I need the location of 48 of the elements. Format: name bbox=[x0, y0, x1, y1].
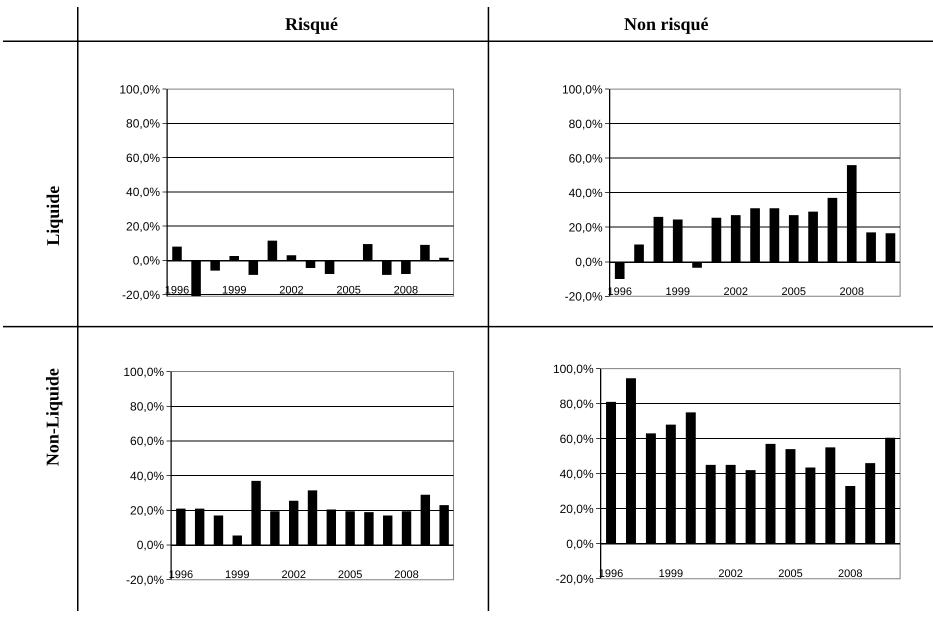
x-tick-label: 2005 bbox=[782, 286, 806, 298]
x-tick-label: 2002 bbox=[279, 284, 304, 297]
chart-title: Non risqué bbox=[624, 14, 709, 34]
y-tick-label: 100,0% bbox=[552, 362, 594, 376]
y-tick-label: 80,0% bbox=[130, 399, 164, 414]
y-tick-label: 40,0% bbox=[568, 186, 603, 200]
y-tick-label: 20,0% bbox=[126, 219, 160, 234]
x-tick-label: 2005 bbox=[778, 568, 803, 580]
y-tick-label: 20,0% bbox=[568, 220, 603, 234]
y-tick-label: -20,0% bbox=[564, 289, 603, 304]
y-tick-label: -20,0% bbox=[556, 572, 594, 586]
x-tick-label: 2008 bbox=[840, 286, 864, 298]
y-tick-label: 60,0% bbox=[568, 151, 603, 166]
chart-title: Risqué bbox=[285, 14, 338, 34]
y-axis-title: Liquide bbox=[42, 186, 63, 246]
y-tick-label: 80,0% bbox=[568, 116, 603, 131]
y-tick-label: 40,0% bbox=[560, 466, 594, 481]
y-tick-label: 0,0% bbox=[566, 536, 594, 551]
x-tick-label: 2008 bbox=[838, 568, 863, 580]
y-tick-label: 60,0% bbox=[126, 150, 160, 165]
y-tick-label: -20,0% bbox=[126, 572, 164, 587]
y-tick-label: -20,0% bbox=[122, 288, 160, 302]
x-tick-label: 2002 bbox=[723, 286, 748, 298]
x-tick-label: 2002 bbox=[718, 568, 743, 580]
x-tick-label: 2002 bbox=[281, 569, 306, 582]
x-tick-label: 2008 bbox=[394, 284, 418, 297]
x-tick-label: 1999 bbox=[658, 568, 684, 580]
y-tick-label: 0,0% bbox=[132, 254, 160, 268]
y-tick-label: 0,0% bbox=[575, 254, 603, 269]
y-tick-label: 100,0% bbox=[562, 82, 603, 96]
y-tick-label: 40,0% bbox=[126, 185, 160, 200]
y-tick-label: 0,0% bbox=[136, 538, 164, 552]
y-tick-label: 20,0% bbox=[130, 504, 164, 518]
y-axis-title: Non-Liquide bbox=[42, 368, 63, 466]
x-tick-label: 1999 bbox=[222, 284, 246, 297]
x-tick-label: 2005 bbox=[336, 284, 361, 297]
x-tick-label: 1999 bbox=[225, 569, 250, 582]
y-tick-label: 100,0% bbox=[123, 364, 164, 379]
x-tick-label: 2005 bbox=[338, 569, 362, 582]
x-tick-label: 1999 bbox=[665, 286, 690, 298]
y-tick-label: 60,0% bbox=[130, 434, 164, 448]
y-tick-label: 100,0% bbox=[119, 82, 160, 96]
y-tick-label: 80,0% bbox=[560, 396, 594, 411]
y-tick-label: 80,0% bbox=[126, 116, 160, 131]
y-tick-label: 40,0% bbox=[130, 468, 164, 483]
y-tick-label: 20,0% bbox=[560, 502, 594, 516]
x-tick-label: 2008 bbox=[394, 569, 419, 582]
y-tick-label: 60,0% bbox=[560, 432, 594, 446]
